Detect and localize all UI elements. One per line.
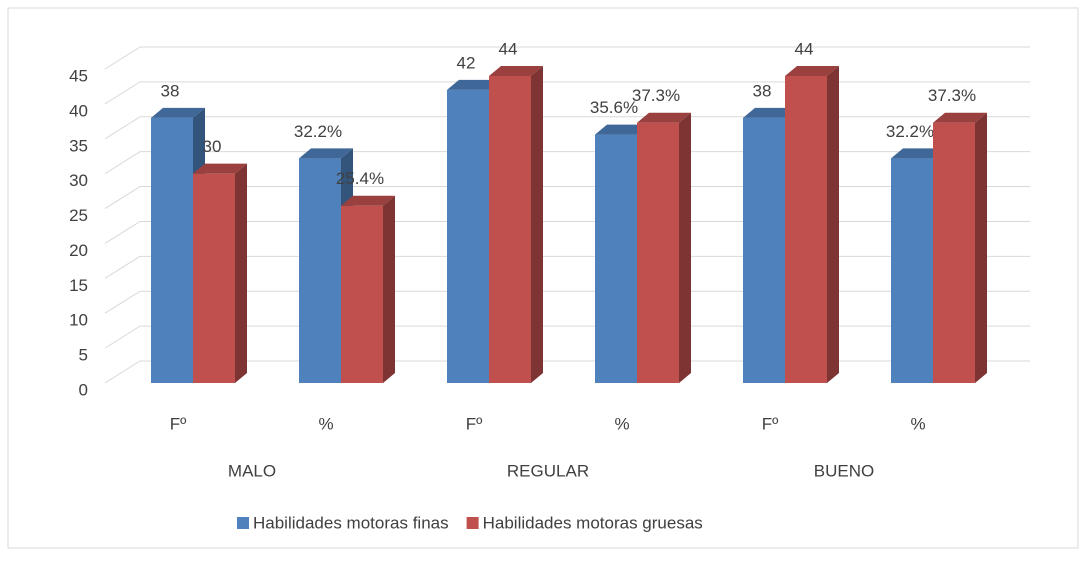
grid-line — [104, 290, 1030, 314]
group-label: REGULAR — [507, 461, 589, 480]
grid-line — [104, 81, 1030, 105]
data-label: 32.2% — [294, 122, 342, 141]
bar-front — [489, 75, 531, 383]
grid-line — [104, 255, 1030, 279]
legend-label: Habilidades motoras gruesas — [483, 513, 703, 532]
data-label: 38 — [161, 81, 180, 100]
bar-front — [151, 117, 193, 383]
bar — [637, 112, 691, 384]
bar-side — [827, 65, 839, 383]
y-tick-label: 5 — [79, 346, 88, 365]
y-tick-label: 40 — [69, 101, 88, 120]
bar-top — [193, 163, 247, 174]
data-label: 38 — [753, 81, 772, 100]
bar — [785, 65, 839, 383]
bar-side — [679, 112, 691, 384]
x-tick-label: Fº — [170, 414, 187, 433]
grid-line — [104, 46, 1030, 70]
grid-line — [104, 151, 1030, 175]
y-tick-label: 45 — [69, 66, 88, 85]
y-tick-label: 35 — [69, 136, 88, 155]
grid-line — [104, 116, 1030, 140]
bar-side — [235, 163, 247, 383]
grid-line — [104, 186, 1030, 209]
legend-label: Habilidades motoras finas — [253, 513, 449, 532]
grid-line — [104, 325, 1030, 349]
bar-front — [785, 75, 827, 383]
x-tick-label: % — [910, 414, 925, 433]
bar-top — [341, 195, 395, 206]
bar — [933, 112, 987, 384]
bar-top — [447, 79, 501, 90]
bar-side — [383, 195, 395, 383]
bar-front — [193, 173, 235, 383]
data-label: 44 — [795, 39, 814, 58]
bar-top — [933, 112, 987, 123]
bar-side — [531, 65, 543, 383]
bar-side — [975, 112, 987, 384]
legend-swatch — [237, 517, 249, 529]
bar-top — [743, 107, 797, 118]
x-tick-label: Fº — [762, 414, 779, 433]
bar-front — [743, 117, 785, 383]
bar-top — [299, 148, 353, 159]
legend-swatch — [466, 517, 479, 529]
bar-front — [447, 89, 489, 383]
data-label: 35.6% — [590, 98, 638, 117]
bar-top — [595, 124, 649, 135]
data-label: 37.3% — [928, 86, 976, 105]
grid-line — [104, 360, 1030, 384]
bar-top — [891, 148, 945, 159]
data-label: 42 — [457, 53, 476, 72]
group-label: BUENO — [814, 461, 874, 480]
bar — [341, 195, 395, 383]
x-tick-label: % — [318, 414, 333, 433]
data-label: 30 — [203, 137, 222, 156]
data-label: 25.4% — [336, 169, 384, 188]
y-tick-label: 15 — [69, 276, 88, 295]
bar-top — [637, 112, 691, 123]
data-label: 32.2% — [886, 122, 934, 141]
x-tick-label: Fº — [466, 414, 483, 433]
bar — [299, 148, 353, 383]
y-tick-label: 10 — [69, 311, 88, 330]
bar-top — [151, 107, 205, 118]
y-tick-label: 20 — [69, 241, 88, 260]
bar — [489, 65, 543, 383]
bar-front — [341, 205, 383, 383]
data-label: 44 — [499, 39, 518, 58]
bar-front — [933, 122, 975, 384]
data-label: 37.3% — [632, 86, 680, 105]
bar-top — [489, 65, 543, 76]
bar-front — [891, 158, 933, 383]
y-tick-label: 30 — [69, 171, 88, 190]
bar-top — [785, 65, 839, 76]
bar-front — [595, 134, 637, 383]
y-tick-label: 25 — [69, 206, 88, 225]
grid-line — [104, 220, 1030, 244]
bar-front — [637, 122, 679, 384]
x-tick-label: % — [614, 414, 629, 433]
group-label: MALO — [228, 461, 276, 480]
y-tick-label: 0 — [79, 380, 88, 399]
bar-front — [299, 158, 341, 383]
bar — [193, 163, 247, 383]
